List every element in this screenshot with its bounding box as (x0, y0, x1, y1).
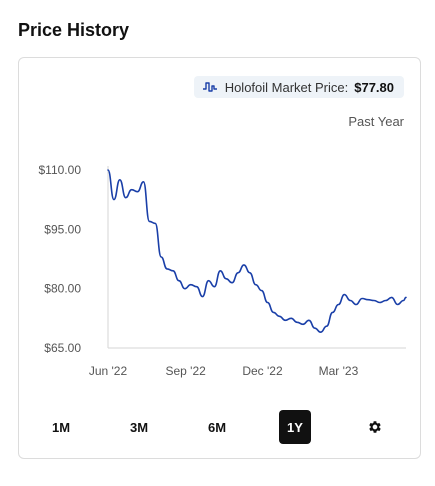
range-label: Past Year (348, 114, 404, 129)
range-selector: 1M 3M 6M 1Y (19, 410, 420, 444)
price-series-line (107, 169, 407, 333)
y-tick-label: $110.00 (39, 163, 82, 177)
y-axis-labels: $110.00 $95.00 $80.00 $65.00 (39, 163, 82, 355)
range-6m-button[interactable]: 6M (201, 410, 233, 444)
market-price-badge: Holofoil Market Price: $77.80 (193, 76, 404, 98)
x-tick-label: Sep '22 (166, 364, 207, 378)
market-price-label: Holofoil Market Price: (224, 79, 349, 95)
x-axis-labels: Jun '22 Sep '22 Dec '22 Mar '23 (89, 364, 359, 378)
price-line-chart: $110.00 $95.00 $80.00 $65.00 Jun '22 Sep '22… (39, 163, 407, 378)
y-tick-label: $80.00 (44, 282, 81, 296)
x-tick-label: Jun '22 (89, 364, 128, 378)
range-1y-button[interactable]: 1Y (279, 410, 311, 444)
market-price-value: $77.80 (354, 79, 394, 95)
range-1m-button[interactable]: 1M (45, 410, 77, 444)
x-tick-label: Mar '23 (319, 364, 359, 378)
y-tick-label: $95.00 (44, 222, 81, 236)
settings-button[interactable] (359, 410, 391, 444)
page-title: Price History (18, 20, 130, 40)
price-history-card: Holofoil Market Price: $77.80 Past Year … (18, 57, 421, 459)
x-tick-label: Dec '22 (242, 364, 283, 378)
y-tick-label: $65.00 (44, 341, 81, 355)
price-line-icon (202, 82, 217, 92)
range-3m-button[interactable]: 3M (123, 410, 155, 444)
gear-icon (369, 421, 381, 433)
